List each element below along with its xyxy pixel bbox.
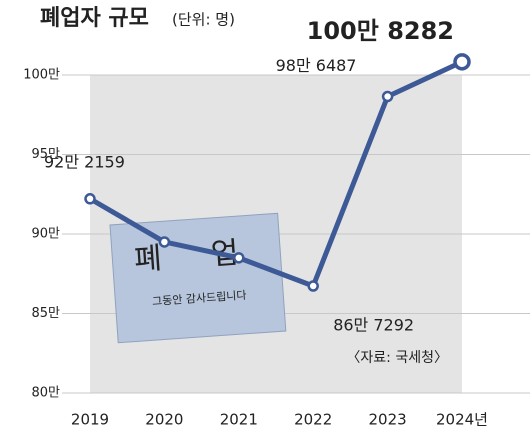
y-tick-label: 80만	[31, 386, 60, 401]
x-tick-label: 2021	[220, 411, 258, 429]
x-tick-label: 2019	[71, 411, 109, 429]
chart-subtitle: (단위: 명)	[172, 11, 235, 29]
data-point	[158, 236, 171, 248]
data-line	[88, 59, 464, 289]
data-point	[233, 252, 245, 264]
data-point	[453, 53, 471, 71]
y-tick-label: 95만	[31, 147, 60, 162]
value-label: 100만 8282	[307, 17, 454, 45]
x-tick-label: 2020	[145, 411, 183, 429]
data-point	[307, 280, 319, 292]
y-tick-label: 90만	[31, 227, 60, 242]
x-tick-label: 2023	[369, 411, 407, 429]
chart-title: 폐업자 규모	[40, 6, 149, 31]
data-point	[381, 90, 394, 103]
data-point	[84, 193, 96, 205]
y-tick-label: 85만	[31, 306, 60, 321]
value-label: 92만 2159	[44, 152, 125, 171]
value-label: 98만 6487	[276, 56, 357, 75]
x-tick-label: 2024년	[436, 411, 488, 429]
sign-board	[109, 212, 287, 344]
value-label: 86만 7292	[333, 316, 414, 335]
y-tick-label: 100만	[23, 68, 60, 83]
source-note: 〈자료: 국세청〉	[346, 350, 448, 366]
x-tick-label: 2022	[294, 411, 332, 429]
